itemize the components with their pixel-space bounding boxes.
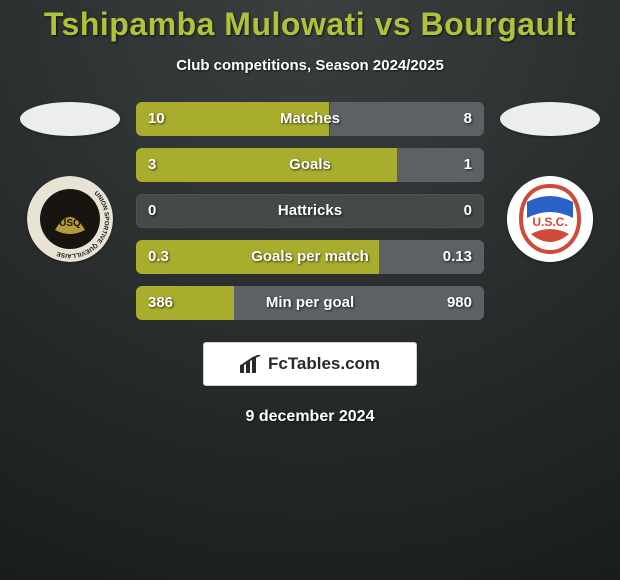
stat-row: 0Hattricks0 (136, 194, 484, 228)
stat-row: 10Matches8 (136, 102, 484, 136)
date-text: 9 december 2024 (246, 408, 375, 426)
brand-text: FcTables.com (268, 354, 380, 374)
svg-text:U.S.C.: U.S.C. (532, 215, 567, 229)
page-title: Tshipamba Mulowati vs Bourgault (44, 6, 576, 43)
stat-row: 3Goals1 (136, 148, 484, 182)
stat-label: Hattricks (136, 194, 484, 228)
stat-right-value: 0 (464, 194, 472, 228)
svg-text:USQ: USQ (59, 218, 81, 229)
stat-label: Goals (136, 148, 484, 182)
right-side: U.S.C. (490, 102, 610, 262)
barchart-icon (240, 355, 262, 373)
stat-row: 386Min per goal980 (136, 286, 484, 320)
stats-bars: 10Matches83Goals10Hattricks00.3Goals per… (130, 102, 490, 320)
left-flag-placeholder (20, 102, 120, 136)
stat-label: Min per goal (136, 286, 484, 320)
stat-right-value: 8 (464, 102, 472, 136)
usc-badge-icon: U.S.C. (507, 176, 593, 262)
comparison-row: USQ UNION SPORTIVE QUEVILLAISE 10Matches… (0, 102, 620, 320)
stat-label: Matches (136, 102, 484, 136)
right-flag-placeholder (500, 102, 600, 136)
left-side: USQ UNION SPORTIVE QUEVILLAISE (10, 102, 130, 262)
stat-right-value: 0.13 (443, 240, 472, 274)
right-club-badge: U.S.C. (507, 176, 593, 262)
stat-right-value: 1 (464, 148, 472, 182)
stat-row: 0.3Goals per match0.13 (136, 240, 484, 274)
stat-right-value: 980 (447, 286, 472, 320)
usq-badge-icon: USQ UNION SPORTIVE QUEVILLAISE (27, 176, 113, 262)
subtitle: Club competitions, Season 2024/2025 (176, 57, 444, 74)
left-club-badge: USQ UNION SPORTIVE QUEVILLAISE (27, 176, 113, 262)
brand-box[interactable]: FcTables.com (203, 342, 417, 386)
stat-label: Goals per match (136, 240, 484, 274)
